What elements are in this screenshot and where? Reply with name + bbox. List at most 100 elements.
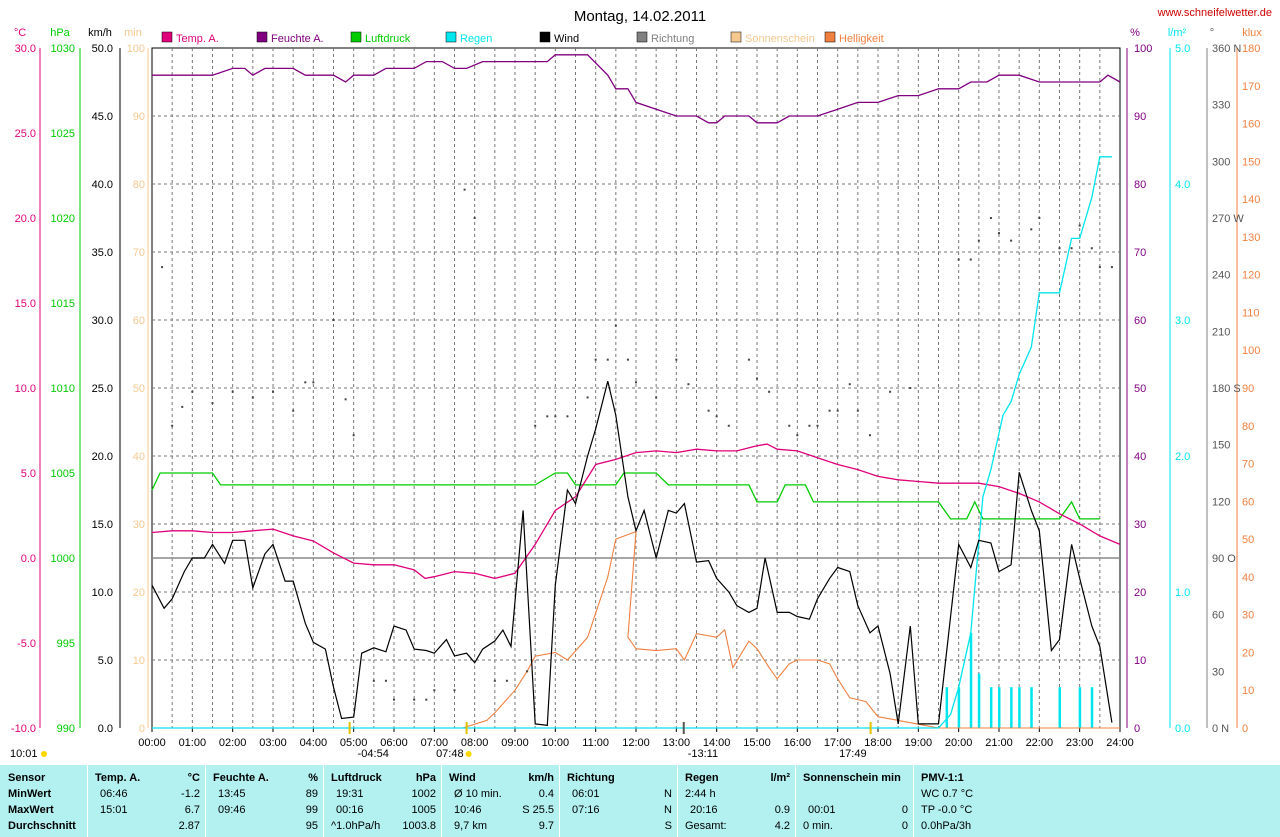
y-tick-temp: -10.0 [11,723,36,735]
direction-point [727,424,730,427]
direction-point [292,409,295,412]
direction-point [675,358,678,361]
direction-point [413,698,416,701]
y-tick-brightness: 0 [1242,723,1248,735]
stats-temp-max-time: 15:01 [100,804,128,816]
x-tick-label: 24:00 [1106,737,1134,749]
y-tick-humidity: 80 [1134,179,1146,191]
direction-point [756,377,758,380]
marker-sunrise-label: 07:48 [436,748,464,760]
direction-point [546,415,549,418]
stats-dir-max: N [664,804,672,816]
y-tick-temp: 15.0 [15,298,36,310]
direction-point [747,358,750,361]
series-brightness [152,530,1120,729]
direction-point [687,383,690,386]
direction-point [251,396,254,399]
direction-point [998,232,1000,235]
y-tick-direction: 360 N [1212,43,1241,55]
y-tick-temp: 30.0 [15,43,36,55]
y-tick-wind: 10.0 [92,587,113,599]
y-tick-direction: 270 W [1212,213,1244,225]
y-tick-humidity: 10 [1134,655,1146,667]
x-tick-label: 22:00 [1026,737,1054,749]
stats-dir-max-time: 07:16 [572,804,600,816]
y-tick-brightness: 20 [1242,647,1254,659]
stats-wind-min: 0.4 [538,788,554,800]
x-tick-label: 11:00 [582,737,609,749]
direction-point [816,424,819,427]
series-pressure [151,472,1100,520]
y-tick-brightness: 70 [1242,459,1254,471]
direction-point [473,217,476,219]
rain-bar [1010,687,1013,728]
direction-point [626,358,629,361]
marker-dawn-label: -04:54 [358,748,389,760]
stats-header-sun: Sonnenschein min [803,772,901,784]
y-tick-brightness: 10 [1242,685,1254,697]
legend-swatch [350,31,362,43]
marker-noon-label: -13:11 [688,748,718,760]
y-tick-sunshine: 70 [133,247,145,259]
legend-label: Wind [554,33,579,45]
x-tick-label: 04:00 [300,737,328,749]
stats-rain-max: 0.9 [774,804,790,816]
direction-point [272,390,274,393]
stats-temp-min: -1.2 [181,788,200,800]
x-tick-label: 23:00 [1066,737,1094,749]
stats-sun-avg: 0 [901,820,908,832]
stats-label-max: MaxWert [8,804,54,816]
x-tick-label: 21:00 [985,737,1013,749]
axis-unit-left: hPa [50,27,70,39]
direction-point [231,390,234,393]
stats-wind-avg: 9.7 [538,820,554,832]
stats-header-temp-unit: °C [187,772,200,784]
y-tick-wind: 45.0 [92,111,113,123]
y-tick-wind: 40.0 [92,179,113,191]
x-tick-label: 13:00 [663,737,691,749]
stats-header-pmv: PMV-1:1 [921,772,964,784]
y-tick-rain: 1.0 [1175,587,1190,599]
rain-bar [1018,687,1021,728]
direction-point [161,266,164,269]
direction-point [433,689,436,692]
direction-point [393,698,395,701]
stats-header-dir: Richtung [567,772,615,784]
y-tick-wind: 0.0 [98,723,113,735]
stats-rain-total: 4.2 [774,820,790,832]
direction-point [1110,266,1113,269]
y-tick-direction: 300 [1212,156,1230,168]
y-tick-direction: 90 O [1212,553,1236,565]
stats-hum-max: 99 [305,804,318,816]
stats-press-max-time: 00:16 [336,804,364,816]
y-tick-sunshine: 100 [127,43,145,55]
direction-point [312,381,315,384]
stats-sun-total: 0 min. [803,820,833,832]
x-tick-label: 14:00 [703,737,731,749]
rain-bar [1030,687,1033,728]
y-tick-direction: 210 [1212,326,1230,338]
y-tick-brightness: 90 [1242,383,1254,395]
axis-unit-right: l/m² [1168,27,1187,39]
y-tick-brightness: 180 [1242,43,1260,55]
stats-hum-min-time: 13:45 [218,788,246,800]
x-tick-label: 08:00 [461,737,489,749]
direction-point [586,396,589,399]
legend-swatch [824,31,836,43]
marker-sunset-label: 17:49 [839,748,867,760]
y-tick-temp: 5.0 [21,468,36,480]
stats-rain-max-time: 20:16 [690,804,718,816]
direction-point [655,396,658,399]
y-tick-brightness: 110 [1242,307,1260,319]
legend-label: Regen [460,33,492,45]
rain-bar [977,673,981,728]
stats-hum-max-time: 09:46 [218,804,246,816]
series-rain [152,156,1112,729]
direction-point [304,381,307,384]
stats-dir-avg: S [664,820,672,832]
y-tick-temp: 25.0 [15,128,36,140]
stats-sun-max-time: 00:01 [808,804,836,816]
y-tick-rain: 3.0 [1175,315,1190,327]
direction-point [181,405,184,408]
direction-point [171,424,174,427]
